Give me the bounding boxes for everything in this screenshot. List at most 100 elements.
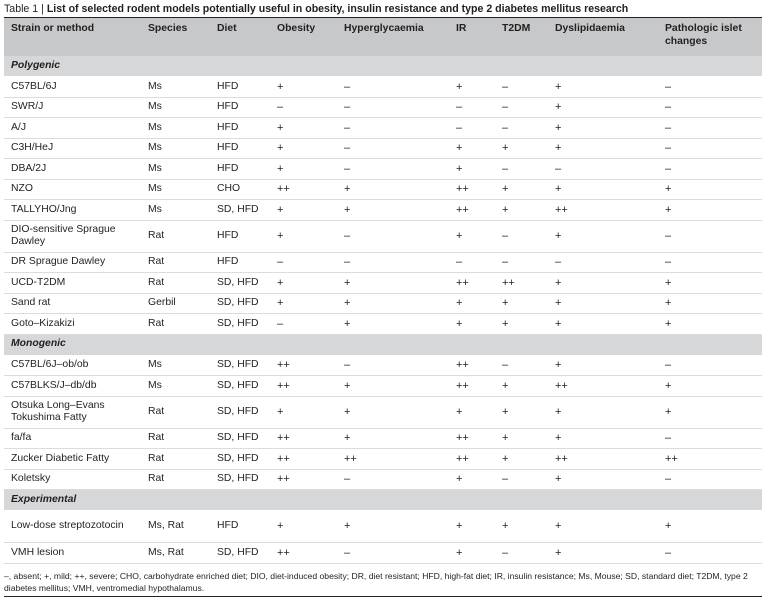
table-cell: SD, HFD (210, 396, 270, 429)
strain-cell: fa/fa (4, 428, 141, 449)
table-figure: Table 1 | List of selected rodent models… (4, 0, 762, 597)
table-cell: + (495, 293, 548, 314)
table-cell: + (337, 179, 449, 200)
table-cell: + (449, 293, 495, 314)
table-cell: – (337, 158, 449, 180)
table-cell: – (495, 542, 548, 564)
table-cell: Ms (141, 158, 210, 180)
table-row: A/J Ms HFD + – – – + – (4, 117, 762, 139)
table-cell: – (658, 117, 762, 139)
strain-cell: Otsuka Long–Evans Tokushima Fatty (4, 396, 141, 429)
table-cell: + (548, 469, 658, 490)
table-cell: – (495, 220, 548, 253)
strain-cell: Goto–Kizakizi (4, 313, 141, 335)
table-cell: + (270, 272, 337, 294)
section-row: Monogenic (4, 334, 762, 356)
table-cell: SD, HFD (210, 272, 270, 294)
table-cell: – (658, 97, 762, 118)
table-cell: + (495, 313, 548, 335)
table-cell: + (495, 428, 548, 449)
table-cell: SD, HFD (210, 375, 270, 397)
table-row: C3H/HeJ Ms HFD + – + + + – (4, 138, 762, 159)
table-row: DBA/2J Ms HFD + – + – – – (4, 158, 762, 180)
table-cell: SD, HFD (210, 313, 270, 335)
table-cell: ++ (270, 375, 337, 397)
table-cell: ++ (449, 199, 495, 221)
strain-cell: C57BLKS/J–db/db (4, 375, 141, 397)
strain-cell: UCD-T2DM (4, 272, 141, 294)
table-cell: + (449, 313, 495, 335)
table-cell: + (337, 510, 449, 543)
header-cell: Dyslipidaemia (548, 18, 658, 56)
strain-cell: VMH lesion (4, 542, 141, 564)
table-cell: – (270, 97, 337, 118)
table-cell: Ms (141, 138, 210, 159)
table-cell: ++ (270, 542, 337, 564)
rodent-models-table: Strain or method Species Diet Obesity Hy… (4, 18, 762, 564)
table-cell: – (337, 97, 449, 118)
table-cell: ++ (548, 199, 658, 221)
table-cell: + (449, 469, 495, 490)
table-row: Low-dose streptozotocin Ms, Rat HFD + + + + + + (4, 510, 762, 543)
table-cell: HFD (210, 510, 270, 543)
table-cell: – (548, 252, 658, 273)
header-cell: Species (141, 18, 210, 56)
header-cell: Diet (210, 18, 270, 56)
table-cell: – (270, 313, 337, 335)
table-cell: Rat (141, 396, 210, 429)
table-cell: – (337, 542, 449, 564)
table-cell: + (270, 158, 337, 180)
bottom-rule (4, 595, 762, 597)
table-caption: Table 1 | List of selected rodent models… (4, 0, 762, 17)
table-cell: SD, HFD (210, 293, 270, 314)
table-cell: – (337, 138, 449, 159)
table-cell: ++ (270, 179, 337, 200)
table-cell: + (270, 220, 337, 253)
table-row: SWR/J Ms HFD – – – – + – (4, 97, 762, 118)
strain-cell: DBA/2J (4, 158, 141, 180)
table-cell: – (495, 469, 548, 490)
table-row: Otsuka Long–Evans Tokushima Fatty Rat SD, … (4, 396, 762, 429)
table-cell: – (270, 252, 337, 273)
table-cell: + (548, 313, 658, 335)
table-cell: SD, HFD (210, 355, 270, 376)
table-cell: ++ (449, 375, 495, 397)
table-row: C57BL/6J Ms HFD + – + – + – (4, 76, 762, 98)
table-cell: + (495, 448, 548, 470)
table-cell: – (337, 252, 449, 273)
table-cell: + (548, 179, 658, 200)
table-cell: + (658, 510, 762, 543)
table-cell: + (449, 220, 495, 253)
table-cell: – (449, 117, 495, 139)
table-cell: + (548, 396, 658, 429)
table-cell: + (449, 138, 495, 159)
table-cell: + (548, 355, 658, 376)
table-cell: ++ (270, 355, 337, 376)
table-cell: SD, HFD (210, 448, 270, 470)
table-row: C57BLKS/J–db/db Ms SD, HFD ++ + ++ + ++ + (4, 375, 762, 397)
table-cell: Rat (141, 448, 210, 470)
section-row: Experimental (4, 489, 762, 511)
table-cell: – (658, 138, 762, 159)
table-cell: + (270, 76, 337, 98)
table-cell: – (658, 355, 762, 376)
table-cell: ++ (270, 469, 337, 490)
table-cell: + (449, 510, 495, 543)
table-row: TALLYHO/Jng Ms SD, HFD + + ++ + ++ + (4, 199, 762, 221)
table-cell: + (495, 199, 548, 221)
table-row: Zucker Diabetic Fatty Rat SD, HFD ++ ++ ++ + ++… (4, 448, 762, 470)
table-cell: + (449, 396, 495, 429)
table-cell: + (270, 510, 337, 543)
table-cell: + (495, 510, 548, 543)
table-cell: Ms (141, 97, 210, 118)
table-cell: – (495, 252, 548, 273)
table-cell: – (337, 117, 449, 139)
table-cell: – (495, 355, 548, 376)
table-cell: – (548, 158, 658, 180)
table-cell: + (337, 396, 449, 429)
table-cell: – (658, 469, 762, 490)
header-row: Strain or method Species Diet Obesity Hy… (4, 18, 762, 56)
table-cell: – (337, 469, 449, 490)
table-cell: ++ (270, 448, 337, 470)
table-cell: + (548, 542, 658, 564)
